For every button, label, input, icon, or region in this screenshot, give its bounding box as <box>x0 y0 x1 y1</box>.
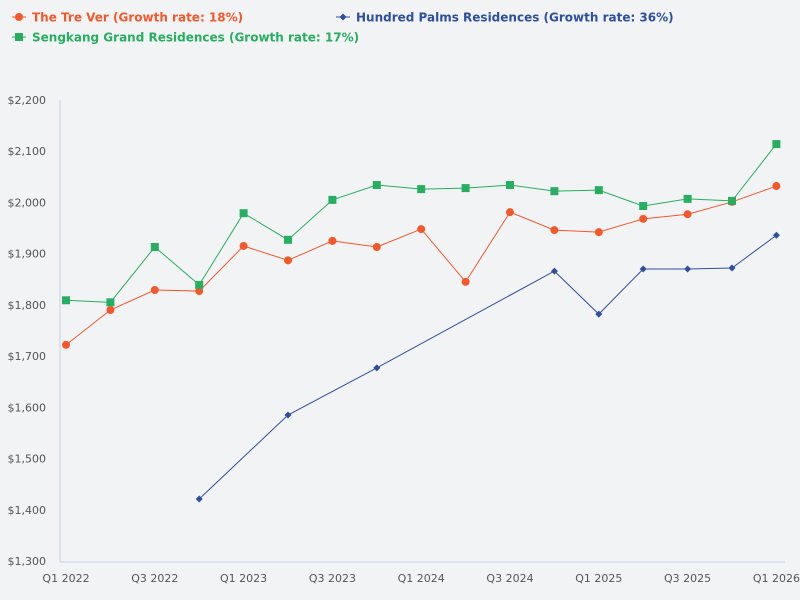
data-point <box>284 256 292 265</box>
data-point <box>239 241 248 250</box>
data-point <box>728 264 736 272</box>
legend-label: The Tre Ver (Growth rate: 18%) <box>32 11 243 25</box>
y-tick-label: $1,900 <box>8 248 47 261</box>
data-point <box>550 226 559 235</box>
data-point <box>639 214 648 223</box>
data-point <box>772 231 780 239</box>
data-point <box>372 243 381 252</box>
x-tick-label: Q3 2025 <box>664 572 711 585</box>
data-point <box>417 225 426 234</box>
data-point <box>772 182 781 191</box>
data-point <box>372 181 381 190</box>
series-group <box>62 140 781 503</box>
data-point <box>150 243 159 252</box>
data-point <box>772 140 781 149</box>
series-line <box>65 143 777 303</box>
series-line <box>65 185 777 346</box>
y-tick-label: $1,500 <box>8 453 47 466</box>
data-point <box>417 185 426 194</box>
series-2 <box>62 140 781 307</box>
data-point <box>373 364 381 372</box>
y-tick-label: $1,300 <box>8 555 47 568</box>
y-tick-label: $2,000 <box>8 196 47 209</box>
data-point <box>683 210 692 219</box>
x-tick-label: Q3 2023 <box>309 572 356 585</box>
series-0 <box>62 182 781 349</box>
y-tick-label: $1,400 <box>8 504 47 517</box>
legend-marker-icon <box>15 13 23 21</box>
data-point <box>550 267 558 275</box>
data-point <box>639 202 648 211</box>
data-point <box>506 208 514 217</box>
data-point <box>595 310 603 318</box>
series-line <box>198 234 777 500</box>
data-point <box>639 265 647 273</box>
data-point <box>683 194 692 203</box>
x-axis-ticks: Q1 2022 Q3 2022 Q1 2023 Q3 2023 Q1 2024 Q3 20… <box>42 572 800 585</box>
y-tick-label: $1,800 <box>8 299 47 312</box>
data-point <box>461 184 470 193</box>
y-tick-label: $1,600 <box>8 401 47 414</box>
legend: The Tre Ver (Growth rate: 18%) Hundred Pa… <box>12 11 674 45</box>
x-tick-label: Q3 2022 <box>131 572 178 585</box>
data-point <box>284 235 292 244</box>
data-point <box>62 340 70 349</box>
y-tick-label: $1,700 <box>8 350 47 363</box>
data-point <box>550 187 559 196</box>
legend-marker-icon <box>339 13 347 21</box>
x-tick-label: Q1 2024 <box>398 572 445 585</box>
data-point <box>328 195 337 204</box>
legend-item[interactable]: The Tre Ver (Growth rate: 18%) <box>12 11 243 25</box>
x-tick-label: Q3 2024 <box>486 572 533 585</box>
data-point <box>684 265 692 273</box>
data-point <box>195 280 204 289</box>
legend-marker-icon <box>15 33 23 41</box>
legend-label: Sengkang Grand Residences (Growth rate: … <box>32 31 359 45</box>
data-point <box>106 298 115 307</box>
y-tick-label: $2,200 <box>8 94 47 107</box>
data-point <box>328 236 337 245</box>
data-point <box>106 306 115 315</box>
data-point <box>195 495 203 503</box>
legend-item[interactable]: Hundred Palms Residences (Growth rate: 3… <box>336 11 674 25</box>
data-point <box>594 186 603 195</box>
x-tick-label: Q1 2025 <box>575 572 622 585</box>
y-tick-label: $2,100 <box>8 145 47 158</box>
x-tick-label: Q1 2023 <box>220 572 267 585</box>
data-point <box>62 296 70 305</box>
x-tick-label: Q1 2026 <box>753 572 800 585</box>
legend-item[interactable]: Sengkang Grand Residences (Growth rate: … <box>12 31 359 45</box>
data-point <box>150 286 159 295</box>
data-point <box>728 196 736 205</box>
data-point <box>284 411 292 419</box>
x-tick-label: Q1 2022 <box>42 572 89 585</box>
legend-label: Hundred Palms Residences (Growth rate: 3… <box>356 11 674 25</box>
y-axis-ticks: $1,300 $1,400 $1,500 $1,600 $1,700 $1,800 $1,9… <box>8 94 47 568</box>
data-point <box>239 209 248 218</box>
data-point <box>594 228 603 237</box>
series-1 <box>195 231 780 503</box>
data-point <box>506 181 514 190</box>
data-point <box>461 277 470 286</box>
data-point <box>195 287 204 296</box>
